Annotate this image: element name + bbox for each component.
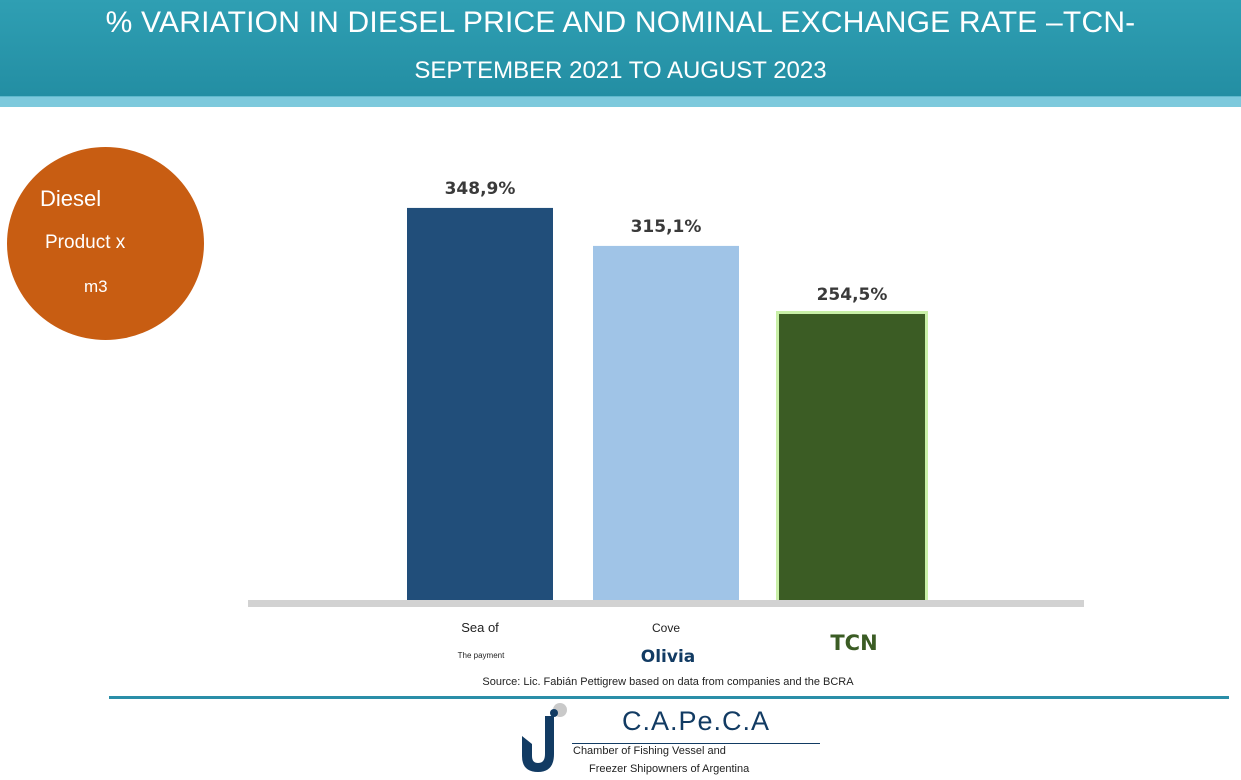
data-label-3: 254,5%	[817, 285, 888, 305]
logo-line-2: Freezer Shipowners of Argentina	[589, 763, 750, 775]
category-label-2: Cove	[652, 621, 680, 635]
page-title: % VARIATION IN DIESEL PRICE AND NOMINAL …	[105, 6, 1136, 39]
logo-line-1: Chamber of Fishing Vessel and	[573, 745, 726, 757]
category-label-1: Sea of	[461, 620, 499, 635]
footer-divider	[109, 696, 1229, 699]
badge-line-diesel: Diesel	[40, 186, 102, 211]
bar-chart: 348,9% Sea of The payment 315,1% Cove Olivia 2…	[248, 179, 1084, 667]
x-axis-baseline	[248, 600, 1084, 607]
source-note: Source: Lic. Fabián Pettigrew based on d…	[482, 676, 854, 688]
data-label-2: 315,1%	[631, 217, 702, 237]
bar-3	[779, 314, 925, 600]
category-name-3: TCN	[830, 631, 877, 655]
data-label-1: 348,9%	[445, 179, 516, 199]
bar-1	[407, 207, 553, 600]
page-subtitle: SEPTEMBER 2021 TO AUGUST 2023	[414, 57, 827, 84]
title-banner	[0, 0, 1241, 96]
fishing-hook-icon	[522, 703, 567, 772]
badge-line-product: Product x	[45, 232, 126, 253]
banner-stripe	[0, 96, 1241, 107]
category-name-2: Olivia	[641, 647, 696, 667]
product-badge	[7, 147, 204, 340]
badge-line-unit: m3	[84, 277, 108, 296]
logo-rule	[572, 743, 820, 744]
logo-name: C.A.Pe.C.A	[622, 706, 771, 736]
bar-2	[593, 245, 739, 600]
category-sublabel-1: The payment	[458, 651, 505, 660]
